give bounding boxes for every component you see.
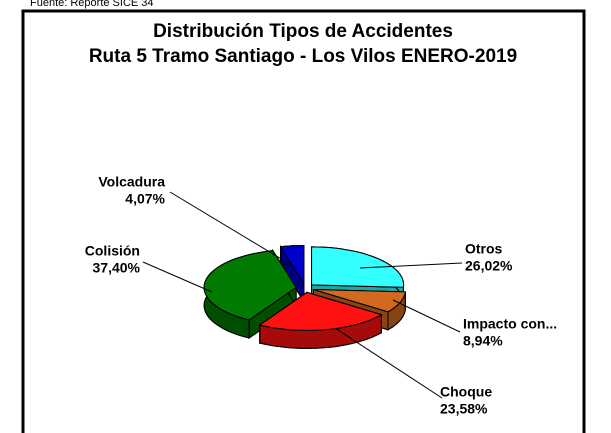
slice	[313, 289, 406, 313]
value-label: 4,07%	[125, 191, 165, 207]
leader-line	[169, 191, 284, 261]
category-label: Impacto con...	[463, 316, 557, 332]
leader-line	[142, 261, 213, 293]
category-label: Choque	[440, 384, 492, 400]
category-label: Otros	[465, 241, 503, 257]
chart-title: Distribución Tipos de Accidentes	[153, 21, 453, 42]
source-note: Fuente: Reporte SICE 34	[30, 0, 154, 9]
slice	[279, 245, 305, 286]
category-label: Colisión	[85, 243, 140, 259]
slice	[203, 250, 297, 321]
chart-subtitle: Ruta 5 Tramo Santiago - Los Vilos ENERO-…	[89, 46, 517, 67]
value-label: 23,58%	[440, 401, 488, 417]
leader-line	[359, 262, 463, 269]
slice	[258, 291, 383, 331]
slice	[311, 246, 405, 288]
category-label: Volcadura	[98, 174, 165, 190]
leader-line	[334, 327, 443, 399]
chart-frame	[21, 9, 586, 433]
value-label: 8,94%	[463, 333, 503, 349]
value-label: 37,40%	[93, 260, 141, 276]
value-label: 26,02%	[465, 258, 513, 274]
leader-line	[392, 299, 461, 333]
